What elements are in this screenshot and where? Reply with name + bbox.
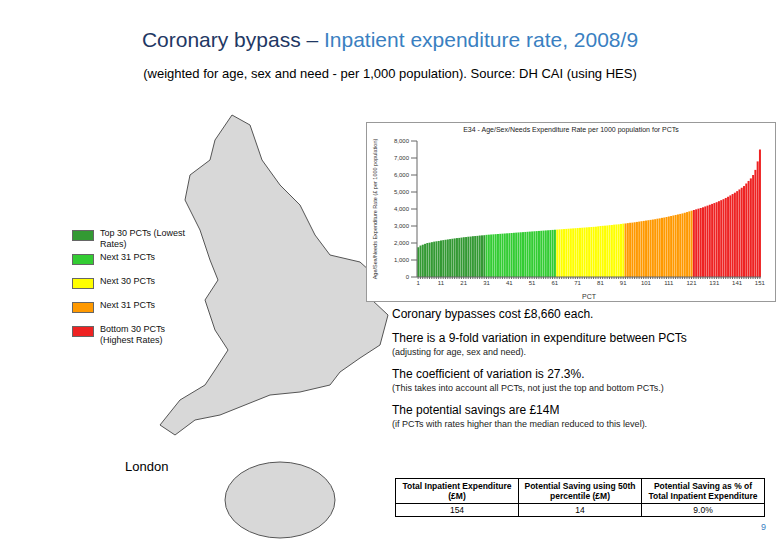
svg-text:5,000: 5,000 (394, 189, 410, 195)
svg-text:131: 131 (709, 280, 720, 286)
html-text:Coronary bypass – Inpatient ex: Coronary bypass – Inpatient expenditure … (141, 28, 639, 51)
html-text:Potential Saving using 50th pe: Potential Saving using 50th percentile (… (524, 481, 636, 501)
svg-text:4,000: 4,000 (394, 206, 410, 212)
html-text:The coefficient of variation i: The coefficient of variation is 27.3%. (392, 367, 585, 381)
html-text:Bottom 30 PCTs (Highest Rates): Bottom 30 PCTs (Highest Rates) (100, 324, 165, 345)
html-text:Potential Saving as % of Total: Potential Saving as % of Total Inpatient… (648, 481, 758, 501)
html-text:The potential savings are £14M: The potential savings are £14M (392, 403, 560, 417)
svg-text:6,000: 6,000 (394, 172, 410, 178)
html-text:E34 - Age/Sex/Needs Expenditur: E34 - Age/Sex/Needs Expenditure Rate per… (463, 126, 679, 133)
svg-text:91: 91 (620, 280, 627, 286)
svg-text:Age/Sex/Needs Expenditure Rate: Age/Sex/Needs Expenditure Rate (£ per 10… (372, 139, 378, 280)
svg-text:81: 81 (597, 280, 604, 286)
svg-text:2,000: 2,000 (394, 240, 410, 246)
svg-text:101: 101 (641, 280, 652, 286)
html-text:9.0%: 9.0% (693, 505, 713, 515)
svg-text:PCT: PCT (582, 293, 597, 299)
svg-text:141: 141 (732, 280, 743, 286)
svg-text:1,000: 1,000 (394, 257, 410, 263)
html-text:London: London (125, 459, 169, 474)
html-text:Coronary bypasses cost £8,660: Coronary bypasses cost £8,660 each. (392, 307, 594, 321)
svg-text:3,000: 3,000 (394, 223, 410, 229)
svg-text:11: 11 (438, 280, 445, 286)
html-text:(adjusting for age, sex and ne: (adjusting for age, sex and need). (392, 347, 527, 357)
html-text:9: 9 (761, 522, 766, 532)
html-text:Total Inpatient Expenditure (£: Total Inpatient Expenditure (£M) (402, 481, 512, 501)
html-text:154: 154 (449, 505, 465, 515)
html-text:Next 31 PCTs: Next 31 PCTs (100, 300, 155, 310)
svg-text:21: 21 (460, 280, 467, 286)
svg-text:151: 151 (755, 280, 766, 286)
html-text:Top 30 PCTs (Lowest Rates): Top 30 PCTs (Lowest Rates) (100, 228, 185, 249)
html-text:Next 31 PCTs: Next 31 PCTs (100, 252, 155, 262)
html-text:(weighted for age, sex and nee: (weighted for age, sex and need - per 1,… (143, 66, 637, 81)
html-text:(if PCTs with rates higher tha: (if PCTs with rates higher than the medi… (392, 419, 648, 429)
svg-text:51: 51 (529, 280, 536, 286)
svg-text:1: 1 (416, 280, 420, 286)
svg-text:0: 0 (406, 274, 410, 280)
svg-text:8,000: 8,000 (394, 138, 410, 144)
svg-text:71: 71 (574, 280, 581, 286)
svg-text:61: 61 (551, 280, 558, 286)
svg-text:31: 31 (483, 280, 490, 286)
html-text:There is a 9-fold variation in: There is a 9-fold variation in expenditu… (392, 331, 687, 345)
svg-text:7,000: 7,000 (394, 155, 410, 161)
svg-text:111: 111 (664, 280, 674, 286)
html-text:14: 14 (575, 505, 585, 515)
html-text:Next 30 PCTs: Next 30 PCTs (100, 276, 155, 286)
svg-text:41: 41 (506, 280, 513, 286)
html-text:(This takes into account all P: (This takes into account all PCTs, not j… (392, 383, 664, 393)
svg-text:121: 121 (687, 280, 698, 286)
